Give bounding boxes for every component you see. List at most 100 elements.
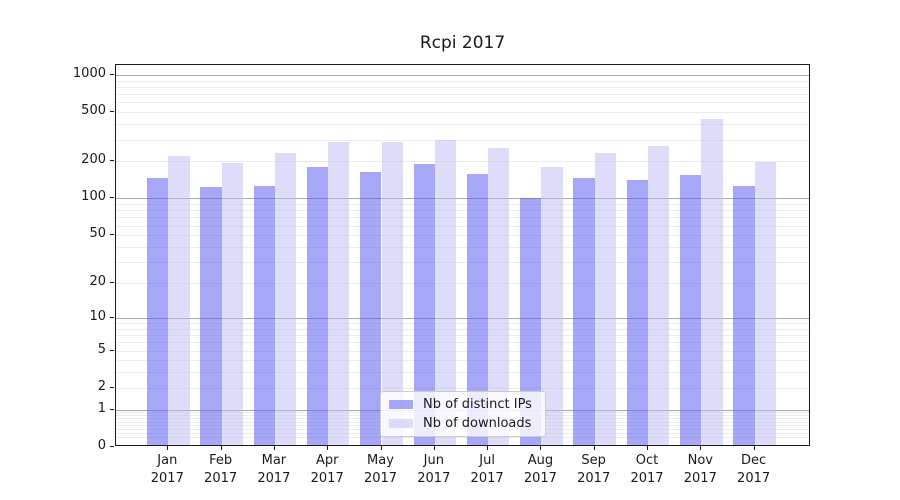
bar-downloads-apr	[328, 142, 350, 445]
bar-downloads-dec	[754, 162, 776, 445]
x-tick-label-aug: Aug 2017	[523, 453, 557, 486]
grid-minor-line	[116, 283, 809, 284]
grid-minor-line	[116, 139, 809, 141]
y-tick-label: 500	[81, 103, 106, 119]
grid-minor-line	[116, 210, 809, 212]
x-tick-label-feb: Feb 2017	[204, 453, 238, 486]
y-tick	[110, 408, 114, 410]
y-tick	[110, 446, 114, 447]
x-tick-label-sep: Sep 2017	[577, 453, 611, 486]
bar-distinct-ips-feb	[200, 187, 222, 445]
grid-minor-line	[116, 360, 809, 362]
x-tick-label-jun: Jun 2017	[417, 453, 451, 486]
x-tick-label-nov: Nov 2017	[683, 453, 717, 486]
grid-minor-line	[116, 161, 809, 163]
grid-minor-line	[116, 262, 809, 263]
bar-downloads-jul	[488, 147, 510, 445]
bar-downloads-jan	[168, 155, 190, 445]
plot-area	[115, 64, 810, 446]
x-tick-label-dec: Dec 2017	[737, 453, 771, 486]
x-tick-label-jan: Jan 2017	[150, 453, 184, 486]
grid-minor-line	[116, 124, 809, 126]
bar-distinct-ips-jun	[413, 164, 435, 445]
x-tick-label-mar: Mar 2017	[257, 453, 291, 486]
grid-minor-line	[116, 387, 809, 389]
x-tick	[487, 446, 489, 450]
grid-minor-line	[116, 80, 809, 82]
x-tick	[540, 446, 542, 450]
grid-minor-line	[116, 246, 809, 248]
grid-major-line	[116, 74, 809, 76]
grid-minor-line	[116, 350, 809, 352]
bar-downloads-jun	[434, 139, 457, 445]
y-tick	[110, 349, 114, 351]
y-tick	[110, 234, 114, 236]
grid-minor-line	[116, 335, 809, 336]
legend-label: Nb of downloads	[423, 416, 532, 431]
x-tick	[220, 446, 222, 450]
bar-distinct-ips-nov	[680, 174, 702, 445]
bar-distinct-ips-jul	[466, 173, 489, 445]
y-tick-label: 1	[97, 400, 106, 416]
y-tick-label: 10	[89, 308, 106, 324]
legend: Nb of distinct IPs Nb of downloads	[380, 391, 546, 437]
bar-downloads-mar	[274, 153, 297, 445]
chart-title: Rcpi 2017	[419, 33, 506, 53]
x-tick	[593, 446, 595, 450]
x-tick-label-apr: Apr 2017	[310, 453, 344, 486]
grid-major-line	[116, 198, 809, 200]
grid-minor-line	[116, 342, 809, 344]
x-tick	[167, 446, 169, 450]
y-tick	[110, 73, 114, 75]
grid-minor-line	[116, 112, 809, 114]
y-tick-label: 2	[97, 378, 106, 394]
legend-swatch-icon	[389, 400, 413, 409]
x-tick	[700, 446, 702, 450]
grid-minor-line	[116, 437, 809, 439]
bar-distinct-ips-may	[360, 171, 382, 445]
grid-minor-line	[116, 328, 809, 330]
y-tick	[110, 282, 114, 283]
x-tick-label-oct: Oct 2017	[630, 453, 664, 486]
x-tick	[433, 446, 435, 450]
y-tick	[110, 111, 114, 113]
y-tick	[110, 316, 114, 318]
grid-minor-line	[116, 102, 809, 104]
grid-major-line	[116, 317, 809, 319]
legend-swatch-icon	[389, 419, 413, 428]
x-tick	[647, 446, 648, 450]
bar-distinct-ips-oct	[626, 179, 648, 445]
bar-downloads-sep	[594, 153, 616, 445]
grid-minor-line	[116, 235, 809, 237]
x-tick-label-may: May 2017	[363, 453, 398, 486]
legend-label: Nb of distinct IPs	[423, 397, 532, 412]
bar-downloads-oct	[648, 145, 670, 445]
bar-downloads-feb	[221, 162, 243, 445]
grid-minor-line	[116, 217, 809, 219]
x-tick	[380, 446, 382, 450]
grid-minor-line	[116, 86, 809, 88]
y-tick-label: 5	[97, 341, 106, 357]
y-tick	[110, 386, 114, 388]
legend-row-downloads: Nb of downloads	[389, 415, 537, 432]
x-tick	[327, 446, 329, 450]
x-tick	[753, 446, 755, 450]
y-tick-label: 1000	[72, 65, 106, 81]
x-tick-label-jul: Jul 2017	[470, 453, 504, 486]
bar-downloads-may	[381, 141, 403, 445]
x-tick	[273, 446, 275, 450]
grid-minor-line	[116, 225, 809, 227]
bar-distinct-ips-jan	[147, 178, 169, 445]
y-tick-label: 200	[81, 152, 106, 168]
bar-distinct-ips-sep	[573, 177, 595, 445]
bar-downloads-aug	[541, 166, 563, 445]
bar-distinct-ips-apr	[306, 166, 329, 445]
legend-row-distinct-ips: Nb of distinct IPs	[389, 396, 537, 413]
bar-distinct-ips-dec	[733, 186, 755, 445]
y-tick-label: 100	[81, 189, 106, 205]
y-tick	[110, 197, 114, 199]
grid-minor-line	[116, 94, 809, 95]
bar-distinct-ips-mar	[253, 186, 275, 445]
y-tick-label: 20	[89, 274, 106, 289]
